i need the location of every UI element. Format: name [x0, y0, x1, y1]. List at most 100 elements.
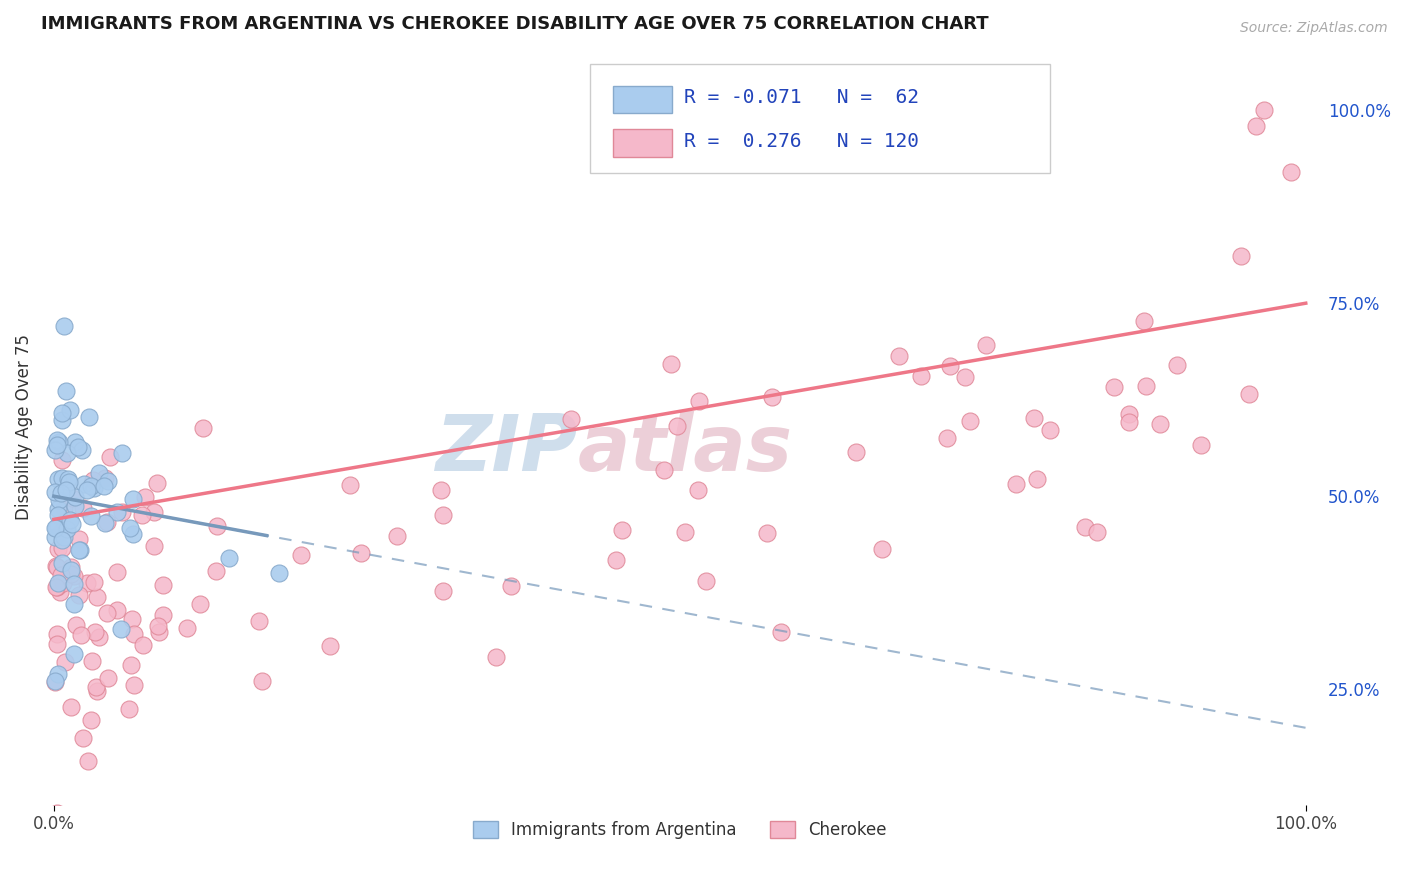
Point	[1229, 249, 1251, 263]
Point	[1244, 119, 1267, 133]
Point	[695, 574, 717, 588]
Point	[290, 548, 312, 562]
Point	[51, 556, 73, 570]
Point	[205, 564, 228, 578]
FancyBboxPatch shape	[591, 63, 1050, 173]
Point	[1025, 473, 1047, 487]
Point	[49, 567, 72, 582]
Point	[1166, 358, 1188, 372]
Point	[910, 368, 932, 383]
Point	[45, 559, 67, 574]
Point	[889, 350, 911, 364]
Point	[82, 473, 104, 487]
Point	[53, 530, 76, 544]
Point	[70, 442, 93, 457]
Point	[1237, 387, 1260, 401]
Text: IMMIGRANTS FROM ARGENTINA VS CHEROKEE DISABILITY AGE OVER 75 CORRELATION CHART: IMMIGRANTS FROM ARGENTINA VS CHEROKEE DI…	[41, 15, 988, 33]
Point	[89, 466, 111, 480]
Point	[152, 578, 174, 592]
Point	[44, 529, 66, 543]
Point	[1039, 424, 1062, 438]
Point	[55, 384, 77, 398]
Point	[48, 493, 70, 508]
Point	[105, 603, 128, 617]
Y-axis label: Disability Age Over 75: Disability Age Over 75	[15, 334, 32, 520]
Point	[86, 683, 108, 698]
Point	[96, 607, 118, 621]
Point	[44, 674, 66, 689]
Legend: Immigrants from Argentina, Cherokee: Immigrants from Argentina, Cherokee	[467, 814, 893, 846]
Point	[142, 505, 165, 519]
Point	[86, 591, 108, 605]
Point	[134, 491, 156, 505]
Point	[146, 476, 169, 491]
Point	[59, 513, 82, 527]
Point	[67, 588, 90, 602]
Point	[67, 542, 90, 557]
Point	[76, 483, 98, 498]
Point	[48, 501, 70, 516]
Point	[56, 522, 79, 536]
Point	[62, 569, 84, 583]
Point	[939, 359, 962, 373]
Point	[60, 560, 83, 574]
Point	[46, 580, 69, 594]
Point	[1102, 380, 1125, 394]
Point	[1253, 103, 1275, 118]
Point	[976, 338, 998, 352]
Point	[79, 713, 101, 727]
Point	[48, 575, 70, 590]
Point	[48, 434, 70, 449]
Point	[146, 619, 169, 633]
Point	[46, 637, 69, 651]
Point	[959, 414, 981, 428]
Point	[250, 673, 273, 688]
Point	[176, 621, 198, 635]
Point	[610, 523, 633, 537]
Point	[45, 520, 67, 534]
Point	[80, 478, 103, 492]
Point	[560, 412, 582, 426]
Point	[51, 471, 73, 485]
Point	[193, 421, 215, 435]
Point	[120, 657, 142, 672]
Point	[45, 559, 67, 574]
Point	[80, 508, 103, 523]
Point	[659, 357, 682, 371]
Point	[1149, 417, 1171, 431]
Point	[845, 445, 868, 459]
Point	[870, 541, 893, 556]
Point	[63, 597, 86, 611]
Point	[97, 671, 120, 685]
Point	[51, 407, 73, 421]
Point	[46, 508, 69, 523]
Point	[44, 521, 66, 535]
Point	[110, 622, 132, 636]
Point	[44, 675, 66, 690]
Point	[84, 681, 107, 695]
Point	[105, 565, 128, 579]
Point	[143, 539, 166, 553]
Point	[72, 731, 94, 746]
Point	[148, 625, 170, 640]
Point	[499, 578, 522, 592]
Text: atlas: atlas	[578, 411, 793, 487]
Point	[48, 519, 70, 533]
Point	[46, 666, 69, 681]
Point	[688, 393, 710, 408]
Point	[100, 450, 122, 464]
Point	[63, 435, 86, 450]
Point	[51, 541, 73, 556]
Point	[131, 508, 153, 523]
Point	[70, 628, 93, 642]
Point	[605, 553, 627, 567]
Point	[49, 585, 72, 599]
Point	[432, 583, 454, 598]
Point	[65, 617, 87, 632]
Text: R = -0.071   N =  62: R = -0.071 N = 62	[683, 88, 918, 107]
Point	[769, 625, 792, 640]
Point	[118, 702, 141, 716]
Point	[46, 541, 69, 556]
Point	[105, 505, 128, 519]
Point	[63, 577, 86, 591]
